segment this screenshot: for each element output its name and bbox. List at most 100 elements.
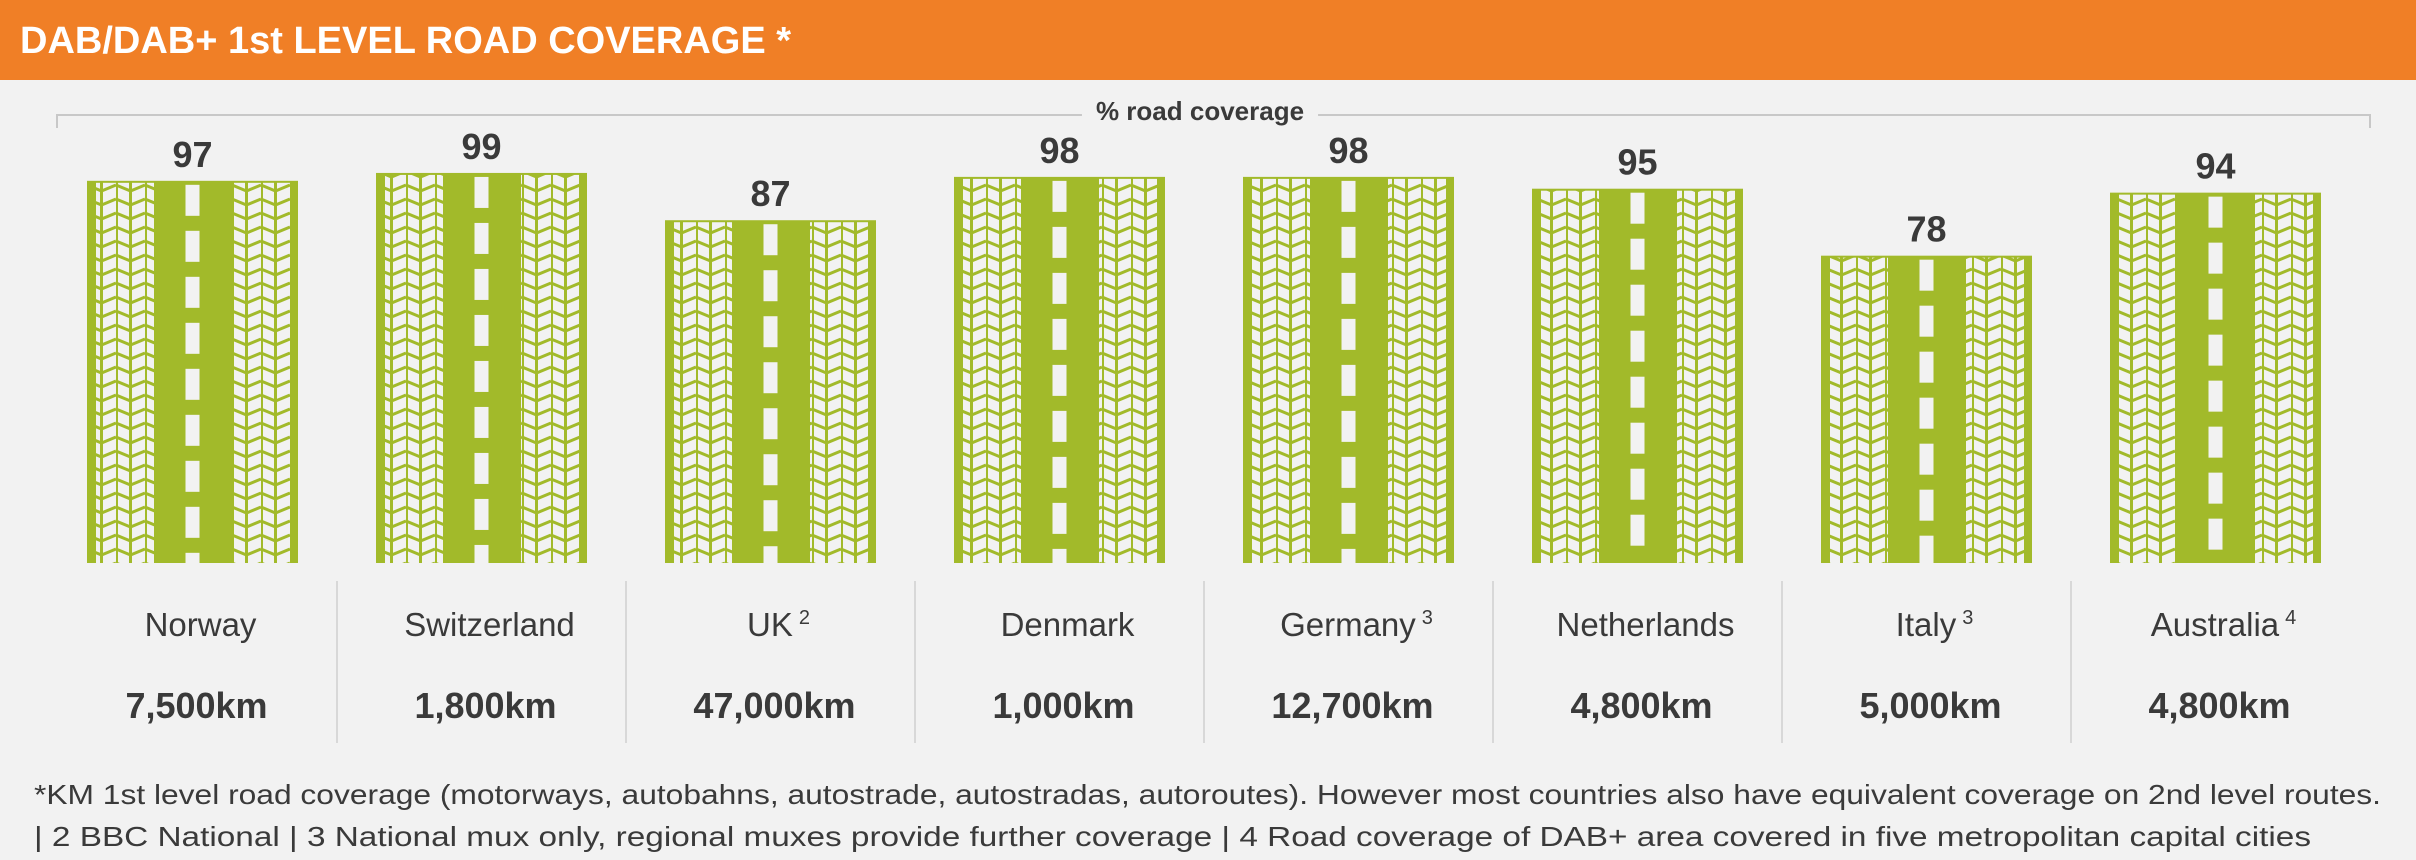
bar-switzerland: 99: [376, 126, 587, 563]
right-tread: [1099, 178, 1157, 563]
lane-dash: [1919, 351, 1934, 383]
footnote-line-1: *KM 1st level road coverage (motorways, …: [34, 779, 2381, 810]
bar-australia: 94: [2110, 146, 2321, 563]
left-tread: [963, 178, 1021, 563]
right-tread: [1677, 190, 1735, 563]
footnote-ref: 2: [799, 607, 810, 629]
lane-dash: [1630, 514, 1645, 546]
country-name: Norway: [145, 606, 257, 643]
country-label: Germany 3: [1280, 606, 1433, 643]
lane-dash: [474, 268, 489, 300]
lane-dash: [185, 414, 200, 446]
value-label: 98: [1328, 130, 1368, 171]
bar-denmark: 98: [954, 130, 1165, 563]
value-label: 87: [750, 173, 790, 214]
lane-dash: [763, 454, 778, 486]
lane-dash: [2208, 472, 2223, 504]
road-km-label: 7,500km: [125, 685, 267, 726]
category-labels: Norway 7,500km Switzerland 1,800km UK 2 47,000…: [125, 581, 2296, 743]
lane-dash: [763, 270, 778, 302]
lane-dash: [1052, 456, 1067, 488]
lane-dash: [185, 368, 200, 400]
lane-dash: [185, 184, 200, 216]
lane-dash: [1341, 456, 1356, 488]
lane-dash: [1052, 548, 1067, 563]
value-label: 98: [1039, 130, 1079, 171]
country-label: UK 2: [747, 606, 810, 643]
lane-dash: [1630, 376, 1645, 408]
country-name: Denmark: [1001, 606, 1135, 643]
lane-dash: [1052, 410, 1067, 442]
right-tread: [1388, 178, 1446, 563]
lane-dash: [474, 452, 489, 484]
left-tread: [1830, 257, 1888, 563]
lane-dash: [1341, 318, 1356, 350]
country-name: Switzerland: [404, 606, 575, 643]
lane-dash: [1341, 180, 1356, 212]
road-km-label: 4,800km: [1570, 685, 1712, 726]
left-tread: [1252, 178, 1310, 563]
lane-dash: [1052, 272, 1067, 304]
lane-dash: [2208, 288, 2223, 320]
right-tread: [232, 182, 290, 563]
lane-dash: [1341, 410, 1356, 442]
country-name: Netherlands: [1557, 606, 1735, 643]
lane-dash: [1630, 238, 1645, 270]
bar-norway: 97: [87, 134, 298, 563]
left-tread: [2119, 194, 2177, 563]
country-label: Australia 4: [2151, 606, 2297, 643]
lane-dash: [1341, 364, 1356, 396]
bar-italy: 78: [1821, 209, 2032, 563]
lane-dash: [185, 322, 200, 354]
lane-dash: [185, 506, 200, 538]
right-tread: [521, 174, 579, 563]
lane-dash: [1919, 259, 1934, 291]
lane-dash: [1919, 489, 1934, 521]
axis-bracket: % road coverage: [56, 96, 2371, 128]
lane-dash: [763, 362, 778, 394]
lane-dash: [1052, 180, 1067, 212]
lane-dash: [1630, 468, 1645, 500]
lane-dash: [2208, 380, 2223, 412]
lane-dash: [2208, 242, 2223, 274]
country-label: Norway: [145, 606, 257, 643]
left-tread: [385, 174, 443, 563]
country-name: Italy: [1896, 606, 1957, 643]
lane-dash: [763, 408, 778, 440]
lane-dash: [185, 276, 200, 308]
lane-dash: [1341, 272, 1356, 304]
value-label: 97: [172, 134, 212, 175]
lane-dash: [2208, 426, 2223, 458]
bar-uk: 87: [665, 173, 876, 563]
lane-dash: [1052, 226, 1067, 258]
lane-dash: [1052, 502, 1067, 534]
lane-dash: [474, 406, 489, 438]
lane-dash: [1341, 226, 1356, 258]
lane-dash: [474, 360, 489, 392]
footnote-ref: 3: [1962, 607, 1973, 629]
road-km-label: 1,000km: [992, 685, 1134, 726]
left-tread: [674, 222, 732, 563]
road-km-label: 4,800km: [2148, 685, 2290, 726]
lane-dash: [185, 230, 200, 262]
lane-dash: [474, 314, 489, 346]
road-km-label: 12,700km: [1271, 685, 1433, 726]
lane-dash: [1341, 502, 1356, 534]
footnote-line-2: | 2 BBC National | 3 National mux only, …: [34, 821, 2311, 852]
lane-dash: [1630, 192, 1645, 224]
country-label: Netherlands: [1557, 606, 1735, 643]
lane-dash: [474, 498, 489, 530]
country-label: Switzerland: [404, 606, 575, 643]
lane-dash: [1630, 330, 1645, 362]
lane-dash: [763, 224, 778, 256]
lane-dash: [1919, 443, 1934, 475]
lane-dash: [474, 176, 489, 208]
right-tread: [1966, 257, 2024, 563]
lane-dash: [1052, 318, 1067, 350]
footnote-ref: 3: [1422, 607, 1433, 629]
bar-netherlands: 95: [1532, 142, 1743, 563]
lane-dash: [474, 544, 489, 563]
country-label: Italy 3: [1896, 606, 1974, 643]
lane-dash: [185, 460, 200, 492]
lane-dash: [474, 222, 489, 254]
